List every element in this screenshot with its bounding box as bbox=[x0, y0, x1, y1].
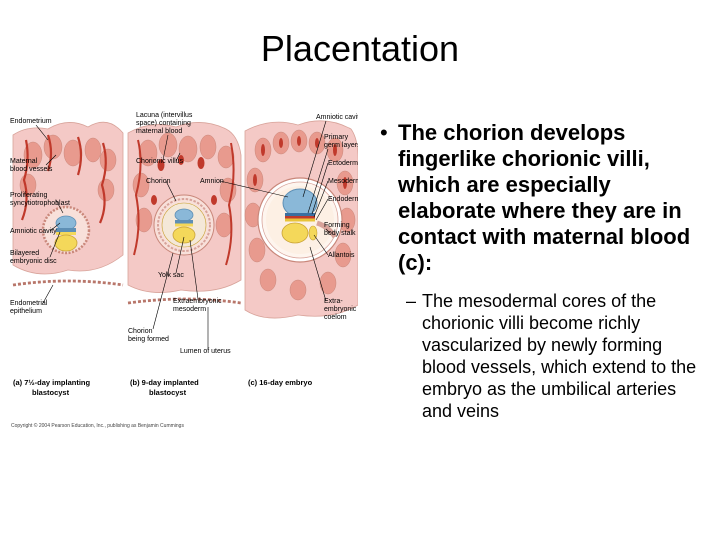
svg-text:Yolk sac: Yolk sac bbox=[158, 272, 184, 279]
svg-text:Endometrialepithelium: Endometrialepithelium bbox=[10, 300, 48, 315]
svg-text:Endoderm: Endoderm bbox=[328, 196, 358, 203]
svg-text:Chorionbeing formed: Chorionbeing formed bbox=[128, 328, 169, 343]
panel-b-caption: (b) 9-day implantedblastocyst bbox=[130, 378, 199, 397]
text-column: • The chorion develops fingerlike chorio… bbox=[380, 120, 710, 422]
bullet-level1: • The chorion develops fingerlike chorio… bbox=[380, 120, 710, 276]
panel-a-caption: (a) 7½-day implantingblastocyst bbox=[13, 378, 91, 397]
bullet2-text: The mesodermal cores of the chorionic vi… bbox=[422, 290, 710, 422]
svg-text:Endometrium: Endometrium bbox=[10, 118, 52, 125]
placentation-figure: Endometrium Maternalblood vessels Prolif… bbox=[8, 105, 358, 440]
svg-text:Amniotic cavity: Amniotic cavity bbox=[316, 114, 358, 121]
svg-text:Allantois: Allantois bbox=[328, 252, 355, 259]
panel-b bbox=[128, 122, 241, 303]
bullet-dash-icon: – bbox=[406, 290, 422, 422]
svg-text:Chorionic villus: Chorionic villus bbox=[136, 158, 184, 165]
slide-title: Placentation bbox=[0, 28, 720, 70]
svg-text:Extraembryonicmesoderm: Extraembryonicmesoderm bbox=[173, 298, 222, 313]
svg-text:Amnion: Amnion bbox=[200, 178, 224, 185]
svg-text:Mesoderm: Mesoderm bbox=[328, 178, 358, 185]
bullet-dot-icon: • bbox=[380, 120, 398, 276]
bullet1-text: The chorion develops fingerlike chorioni… bbox=[398, 120, 710, 276]
bullet-level2: – The mesodermal cores of the chorionic … bbox=[406, 290, 710, 422]
svg-text:Chorion: Chorion bbox=[146, 178, 171, 185]
svg-text:Ectoderm: Ectoderm bbox=[328, 160, 358, 167]
svg-text:Lumen of uterus: Lumen of uterus bbox=[180, 348, 231, 355]
panel-c bbox=[245, 121, 358, 318]
panel-c-caption: (c) 16-day embryo bbox=[248, 378, 313, 387]
copyright-text: Copyright © 2004 Pearson Education, Inc.… bbox=[11, 422, 184, 429]
svg-text:Amniotic cavity: Amniotic cavity bbox=[10, 228, 57, 235]
